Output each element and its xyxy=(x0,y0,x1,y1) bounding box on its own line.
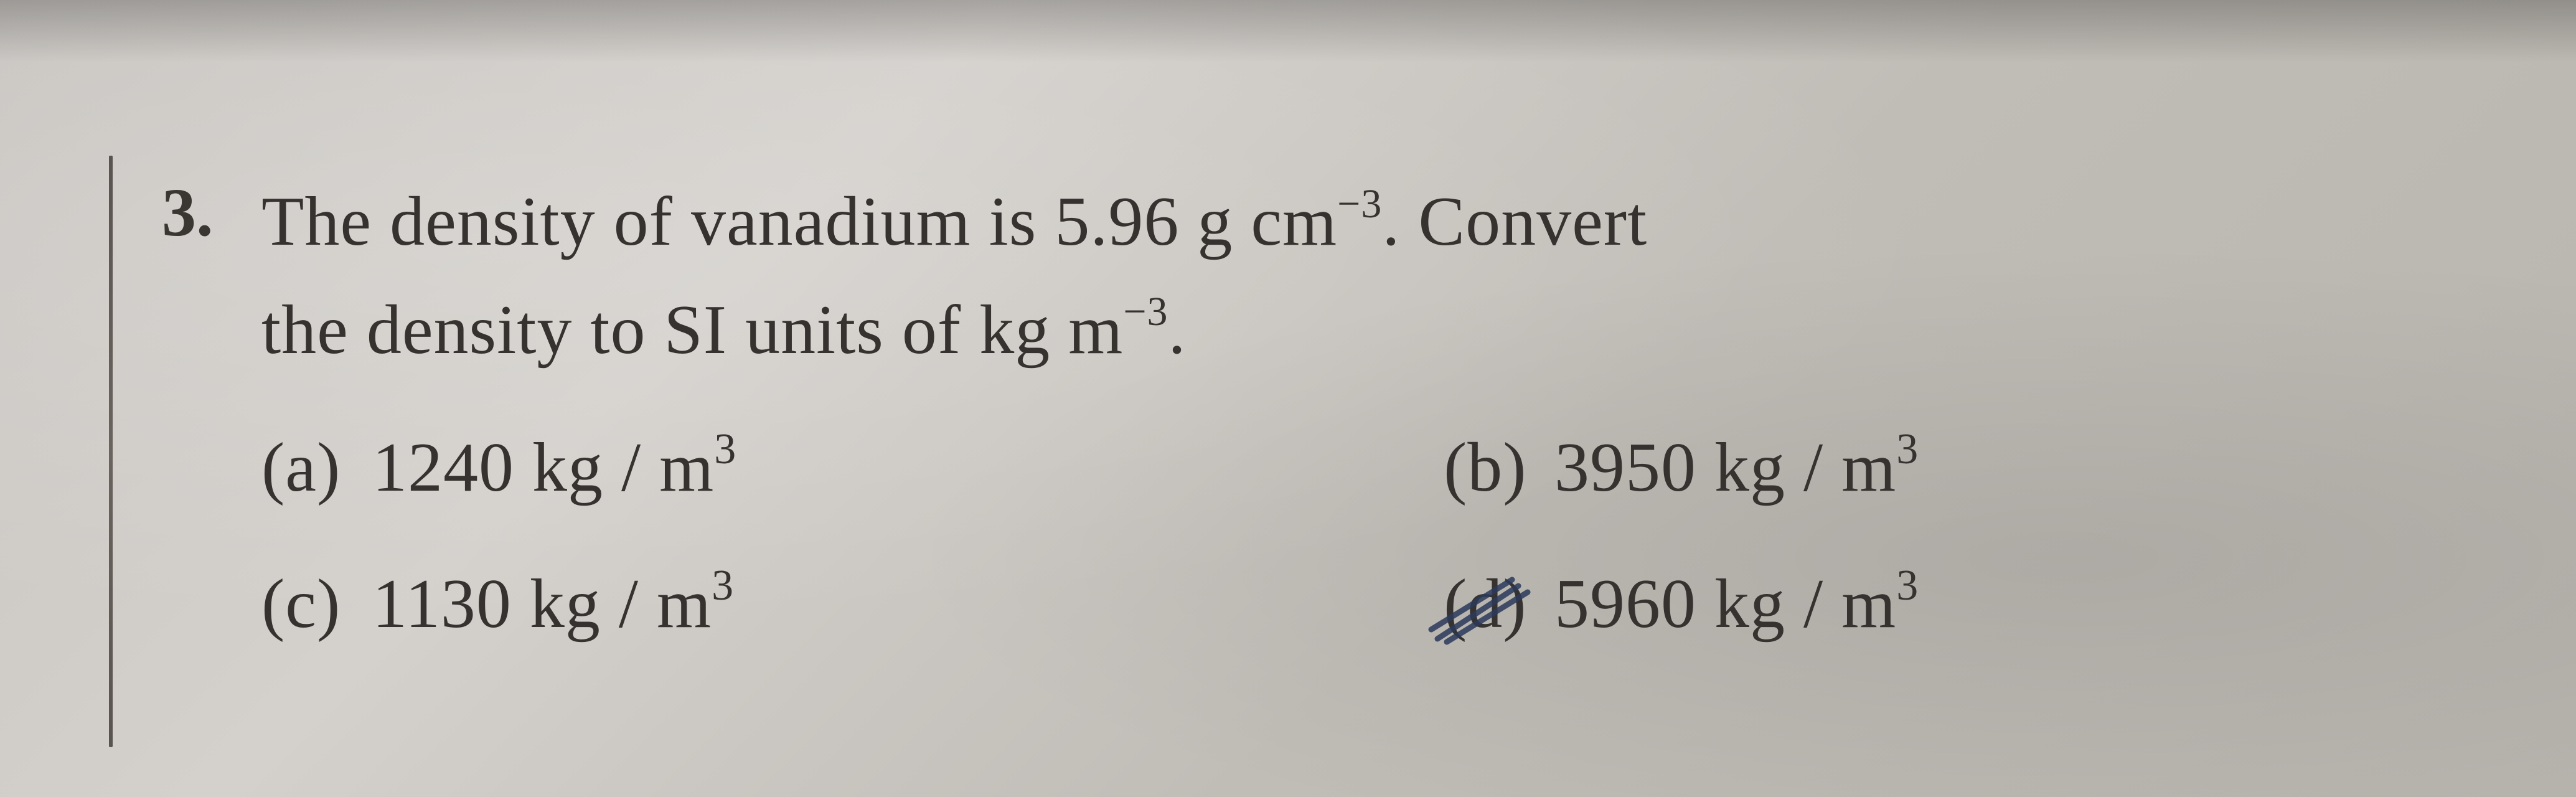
option-d-value: 5960 kg / m3 xyxy=(1554,564,1919,644)
option-d-label: (d) xyxy=(1444,564,1537,644)
option-a-value: 1240 kg / m3 xyxy=(372,428,736,508)
option-b-label: (b) xyxy=(1444,428,1537,508)
option-c: (c) 1130 kg / m3 xyxy=(261,564,1319,644)
option-b-value: 3950 kg / m3 xyxy=(1554,428,1919,508)
option-c-unit-base: kg / m xyxy=(530,565,712,643)
option-c-unit-exp: 3 xyxy=(712,562,734,610)
option-d-unit-exp: 3 xyxy=(1896,562,1919,610)
options-grid: (a) 1240 kg / m3 (b) 3950 kg / m3 (c) 11… xyxy=(261,428,2501,644)
q-si-unit-base: kg m xyxy=(979,291,1123,369)
option-a-unit-exp: 3 xyxy=(714,425,736,473)
top-shadow xyxy=(0,0,2576,62)
option-b-unit-exp: 3 xyxy=(1896,425,1919,473)
option-c-value: 1130 kg / m3 xyxy=(372,564,734,644)
option-b: (b) 3950 kg / m3 xyxy=(1444,428,2501,508)
q-density-unit-base: g cm xyxy=(1197,183,1337,260)
q-line1-pre: The density of vanadium is xyxy=(261,183,1055,260)
q-si-unit-exp: −3 xyxy=(1123,289,1168,334)
option-a-label: (a) xyxy=(261,428,355,508)
question-number: 3. xyxy=(162,168,230,384)
q-line2-post: . xyxy=(1168,291,1187,369)
option-a-unit-base: kg / m xyxy=(532,429,714,506)
option-c-number: 1130 xyxy=(372,565,512,643)
option-d-label-text: (d) xyxy=(1444,565,1527,643)
question-block: 3. The density of vanadium is 5.96 g cm−… xyxy=(162,168,2501,644)
option-b-unit-base: kg / m xyxy=(1714,429,1896,506)
option-d-unit-base: kg / m xyxy=(1714,565,1896,643)
option-a-number: 1240 xyxy=(372,429,514,506)
q-density-unit-exp: −3 xyxy=(1337,181,1382,227)
q-density-value: 5.96 xyxy=(1055,183,1179,260)
option-b-number: 3950 xyxy=(1554,429,1696,506)
question-text: The density of vanadium is 5.96 g cm−3. … xyxy=(261,168,1647,384)
q-line1-post: . Convert xyxy=(1382,183,1647,260)
option-d: (d) 5960 kg / m3 xyxy=(1444,564,2501,644)
q-line2-pre: the density to SI units of xyxy=(261,291,979,369)
option-a: (a) 1240 kg / m3 xyxy=(261,428,1319,508)
option-d-number: 5960 xyxy=(1554,565,1696,643)
margin-rule xyxy=(109,156,113,747)
question-row: 3. The density of vanadium is 5.96 g cm−… xyxy=(162,168,2501,384)
option-c-label: (c) xyxy=(261,564,355,644)
